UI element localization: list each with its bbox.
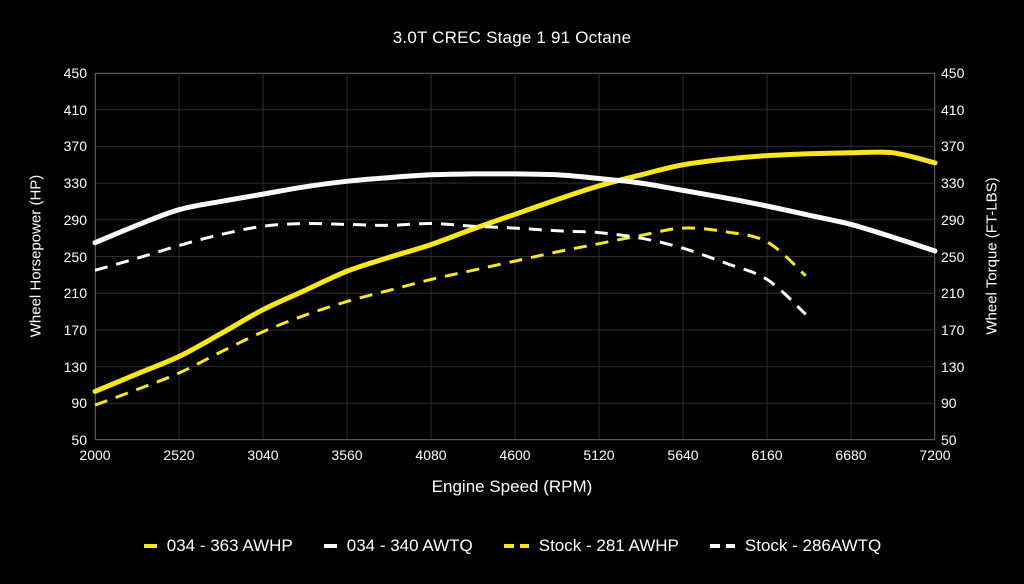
- x-axis-tick-label: 2000: [79, 447, 111, 463]
- y-axis-tick-label-left: 210: [63, 285, 87, 302]
- y-axis-tick-label-right: 450: [941, 65, 965, 81]
- y-axis-tick-label-right: 410: [941, 101, 965, 118]
- y-axis-label-right: Wheel Torque (FT-LBS): [983, 177, 1001, 335]
- y-axis-tick-label-right: 370: [941, 138, 965, 155]
- y-axis-tick-label-right: 170: [941, 321, 965, 338]
- x-axis-tick-label: 5120: [583, 447, 615, 463]
- y-axis-tick-label-left: 370: [63, 138, 87, 155]
- y-axis-tick-label-right: 250: [941, 248, 965, 265]
- x-axis-tick-label: 2520: [163, 447, 195, 463]
- series-line-3: [94, 221, 807, 316]
- legend-label: Stock - 286AWTQ: [744, 536, 882, 555]
- y-axis-label-left: Wheel Horsepower (HP): [27, 174, 45, 338]
- y-axis-tick-label-left: 250: [63, 248, 87, 265]
- y-axis-tick-label-left: 90: [71, 395, 87, 412]
- x-axis-label: Engine Speed (RPM): [431, 477, 593, 496]
- legend-dash-sample-icon: [323, 544, 337, 548]
- legend-label: 034 - 363 AWHP: [166, 536, 293, 555]
- x-axis-tick-label: 5640: [667, 447, 699, 463]
- y-axis-tick-label-right: 330: [941, 175, 965, 192]
- chart-legend: 034 - 363 AWHP 034 - 340 AWTQ Stock - 281 …: [0, 531, 1024, 561]
- legend-label: Stock - 281 AWHP: [538, 536, 679, 555]
- chart-plot-area: [92, 72, 938, 441]
- y-axis-tick-label-right: 90: [941, 395, 957, 412]
- y-axis-tick-label-left: 170: [63, 321, 87, 338]
- series-line-0: [92, 149, 938, 394]
- legend-item: 034 - 340 AWTQ: [323, 536, 473, 556]
- y-axis-tick-label-left: 50: [71, 432, 87, 448]
- y-axis-tick-label-left: 330: [63, 175, 87, 192]
- x-axis-tick-label: 6680: [835, 447, 867, 463]
- legend-item: 034 - 363 AWHP: [143, 536, 293, 556]
- legend-label: 034 - 340 AWTQ: [346, 536, 473, 555]
- x-axis-tick-label: 6160: [751, 447, 783, 463]
- legend-dash-sample-icon: [503, 544, 529, 548]
- y-axis-tick-label-left: 410: [63, 101, 87, 118]
- y-axis-tick-label-right: 50: [941, 432, 957, 448]
- y-axis-tick-label-left: 290: [63, 211, 87, 228]
- y-axis-tick-label-right: 290: [941, 211, 965, 228]
- legend-dash-sample-icon: [143, 544, 157, 548]
- y-axis-tick-label-left: 450: [63, 65, 87, 81]
- y-axis-tick-label-right: 210: [941, 285, 965, 302]
- legend-item: Stock - 286AWTQ: [709, 536, 881, 556]
- legend-item: Stock - 281 AWHP: [503, 536, 679, 556]
- series-line-2: [94, 226, 807, 407]
- x-axis-tick-label: 7200: [919, 447, 951, 463]
- y-axis-tick-label-left: 130: [63, 358, 87, 375]
- y-axis-tick-label-right: 130: [941, 358, 965, 375]
- x-axis-tick-label: 3560: [331, 447, 363, 463]
- series-line-1: [92, 171, 938, 254]
- plot-border: [95, 73, 935, 440]
- x-axis-tick-label: 4600: [499, 447, 531, 463]
- x-axis-tick-label: 4080: [415, 447, 447, 463]
- legend-dash-sample-icon: [709, 544, 735, 548]
- chart-title: 3.0T CREC Stage 1 91 Octane: [392, 28, 632, 47]
- x-axis-tick-label: 3040: [247, 447, 279, 463]
